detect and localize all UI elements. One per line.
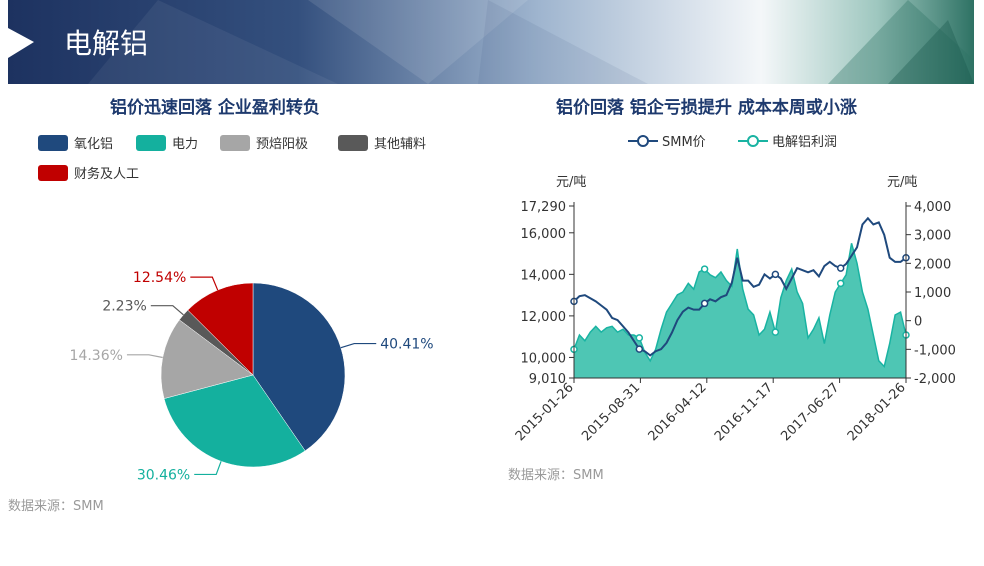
- pie-slice[interactable]: [187, 282, 254, 376]
- profit-point-marker: [836, 279, 845, 288]
- legend-label: SMM价: [662, 135, 706, 150]
- line-source: 数据来源：SMM: [508, 468, 604, 483]
- right-axis-tick-label: 3,000: [914, 229, 951, 244]
- legend-swatch: [136, 134, 166, 151]
- left-axis-unit: 元/吨: [556, 175, 587, 190]
- legend-line-marker-icon: [628, 134, 658, 147]
- left-axis-tick-label: 12,000: [521, 310, 567, 325]
- left-axis-tick-label: 17,290: [521, 200, 567, 215]
- legend-swatch: [220, 134, 250, 151]
- x-axis-tick-label: 2017-06-27: [778, 380, 842, 444]
- pie-data-label: 30.46%: [137, 467, 190, 483]
- pie-legend-item[interactable]: 电力: [136, 133, 198, 152]
- x-axis-tick-label: 2015-01-26: [513, 380, 577, 444]
- left-axis-tick-label: 16,000: [521, 227, 567, 242]
- legend-label: 电力: [172, 137, 199, 152]
- right-axis-unit: 元/吨: [887, 175, 918, 190]
- x-axis-tick-label: 2015-08-31: [579, 380, 643, 444]
- pie-data-label: 12.54%: [133, 270, 186, 286]
- pie-source: 数据来源：SMM: [8, 499, 104, 514]
- line-chart-title: 铝价回落 铝企亏损提升 成本本周或小涨: [556, 98, 857, 118]
- right-axis-tick-label: -1,000: [914, 343, 956, 358]
- price-point-marker: [836, 264, 845, 272]
- right-axis-tick-label: 0: [914, 315, 922, 330]
- pie-data-label: 2.23%: [102, 299, 146, 315]
- pie-legend-item[interactable]: 预焙阳极: [220, 133, 308, 152]
- profit-point-marker: [700, 265, 709, 273]
- right-axis-tick-label: 1,000: [914, 286, 951, 301]
- banner-background: [8, 0, 974, 84]
- profit-point-marker: [771, 328, 780, 336]
- right-axis-tick-label: 2,000: [914, 257, 951, 272]
- pie-chart: 40.41% 30.46% 14.36% 2.23% 12.54%: [70, 270, 434, 483]
- smm-price-line: [573, 216, 907, 357]
- profit-point-marker: [635, 334, 644, 342]
- pie-data-label: 40.41%: [380, 337, 433, 353]
- right-axis-tick-label: 4,000: [914, 200, 951, 215]
- x-axis-tick-label: 2018-01-26: [845, 380, 909, 444]
- right-axis-tick-label: -2,000: [914, 372, 956, 387]
- banner-arrow-icon: [8, 28, 34, 58]
- price-point-marker: [635, 345, 644, 353]
- price-point-marker: [771, 270, 780, 279]
- line-legend-item[interactable]: SMM价: [628, 131, 706, 150]
- legend-label: 氧化铝: [74, 137, 114, 152]
- x-axis-tick-label: 2016-11-17: [712, 380, 776, 444]
- pie-leader-line: [340, 342, 377, 349]
- pie-chart-title: 铝价迅速回落 企业盈利转负: [110, 98, 320, 118]
- legend-label: 财务及人工: [74, 167, 140, 182]
- line-legend-item[interactable]: 电解铝利润: [738, 131, 837, 150]
- legend-swatch: [38, 164, 68, 181]
- header-banner: 电解铝: [8, 0, 974, 84]
- left-axis-tick-label: 14,000: [521, 268, 567, 283]
- banner-title: 电解铝: [64, 27, 149, 60]
- x-axis-tick-label: 2016-04-12: [646, 380, 710, 444]
- legend-swatch: [338, 134, 368, 151]
- pie-data-label: 14.36%: [70, 348, 123, 364]
- pie-leader-line: [150, 305, 184, 316]
- left-axis-tick-label: 10,000: [521, 351, 567, 366]
- pie-legend-item[interactable]: 氧化铝: [38, 133, 113, 152]
- legend-swatch: [38, 134, 68, 151]
- line-chart: 17,290 16,000 14,000 12,000 10,000 9,010 4,000…: [513, 200, 956, 444]
- pie-legend-item[interactable]: 财务及人工: [38, 163, 139, 182]
- pie-leader-line: [194, 461, 222, 476]
- left-axis-tick-label: 9,010: [529, 372, 566, 387]
- legend-label: 其他辅料: [374, 137, 427, 152]
- pie-leader-line: [190, 276, 219, 291]
- legend-label: 电解铝利润: [772, 135, 838, 150]
- pie-slice[interactable]: [160, 319, 254, 399]
- pie-leader-line: [126, 354, 163, 359]
- legend-label: 预焙阳极: [256, 137, 309, 152]
- legend-line-marker-icon: [738, 134, 768, 147]
- pie-legend-item[interactable]: 其他辅料: [338, 133, 426, 152]
- profit-area: [574, 243, 906, 378]
- pie-slice[interactable]: [163, 374, 306, 468]
- price-point-marker: [700, 299, 709, 308]
